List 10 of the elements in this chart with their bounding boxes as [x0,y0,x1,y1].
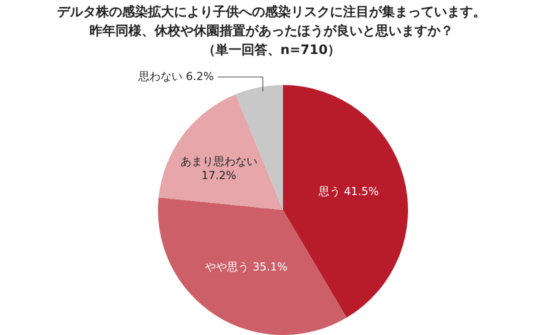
chart-title: デルタ株の感染拡大により子供への感染リスクに注目が集まっています。昨年同様、休校や休園措置があったほうが良いと思いますか？ [57,4,486,39]
slice-label: 思う 41.5% [317,185,379,198]
chart-subtitle: （単一回答、n=710） [202,43,341,58]
data-label: 17.2% [201,169,236,182]
pie-slice [158,94,283,210]
pie-slice [236,85,283,210]
slice-label: 思わない 6.2% [137,70,214,83]
pie-slice [158,197,347,335]
slice-label: あまり思わない [180,155,258,168]
slice-label: やや思う 35.1% [205,260,288,274]
